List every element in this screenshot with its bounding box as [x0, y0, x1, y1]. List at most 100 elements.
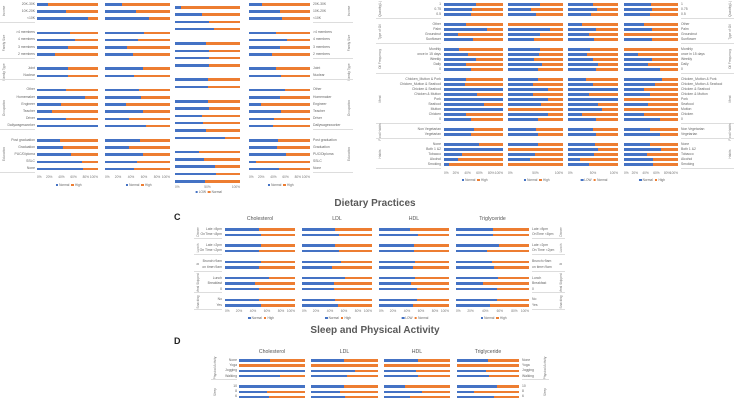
- bar-high: [466, 78, 503, 81]
- bar-high: [593, 58, 618, 61]
- bar-high: [81, 160, 98, 164]
- row-label: Weekly: [429, 56, 441, 61]
- axis-tick-label: 80%: [153, 175, 161, 179]
- bar-normal: [568, 33, 589, 36]
- bar-high: [417, 359, 450, 362]
- bar-normal: [249, 117, 274, 121]
- group-separator: [313, 79, 353, 80]
- bar-high: [129, 146, 170, 149]
- bar-high: [593, 128, 618, 131]
- row-label: 0.75: [434, 6, 441, 11]
- bar-high: [415, 260, 449, 264]
- row-label: 2 members: [18, 51, 35, 56]
- bar-normal: [624, 113, 644, 116]
- bar-high: [462, 153, 503, 156]
- bar-normal: [624, 133, 661, 136]
- bar-normal: [624, 93, 650, 96]
- row-label: 0.5: [436, 11, 441, 16]
- bar-normal: [568, 3, 593, 6]
- row-label: Driver: [313, 116, 323, 121]
- bar-normal: [444, 13, 472, 16]
- bar-high: [477, 93, 503, 96]
- bar-normal: [624, 163, 653, 166]
- bar-high: [205, 42, 240, 45]
- bar-normal: [37, 46, 69, 49]
- bar-high: [497, 276, 529, 280]
- bar-high: [494, 395, 519, 399]
- legend: Normal High: [53, 183, 82, 187]
- bar-normal: [225, 249, 260, 253]
- group-separator: [194, 292, 222, 293]
- bar-high: [339, 249, 372, 253]
- bar-high: [417, 233, 449, 237]
- bar-high: [207, 78, 240, 81]
- bar-normal: [444, 78, 467, 81]
- bar-normal: [249, 124, 274, 128]
- bar-normal: [444, 93, 478, 96]
- bar-normal: [457, 369, 487, 373]
- row-label: Walking: [522, 373, 534, 378]
- bar-high: [582, 23, 618, 26]
- legend: Normal High: [478, 316, 507, 320]
- bar-normal: [508, 143, 539, 146]
- bar-normal: [249, 53, 273, 56]
- bar-normal: [508, 63, 543, 66]
- bar-high: [68, 46, 98, 49]
- legend: LOW Normal: [400, 316, 428, 320]
- row-label: Late >8pm: [205, 226, 222, 231]
- row-label: Non Vegetarian: [681, 126, 705, 131]
- legend-label: Normal: [59, 183, 70, 187]
- bar-normal: [444, 63, 467, 66]
- bar-high: [595, 68, 618, 71]
- bar-high: [143, 67, 170, 70]
- axis-tick-label: 20%: [389, 309, 397, 313]
- bar-normal: [568, 8, 597, 11]
- bar-high: [530, 8, 563, 11]
- axis-tick-label: 100%: [669, 171, 678, 175]
- bar-high: [597, 63, 618, 66]
- bar-high: [651, 8, 678, 11]
- bar-normal: [444, 33, 458, 36]
- bar-high: [281, 74, 310, 78]
- row-label: Lunch: [212, 275, 222, 280]
- bar-normal: [444, 143, 479, 146]
- group-separator: [194, 270, 222, 272]
- bar-high: [588, 93, 618, 96]
- bar-normal: [384, 359, 418, 362]
- bar-high: [638, 53, 678, 56]
- row-label: 0: [439, 116, 441, 121]
- bar-high: [258, 298, 295, 302]
- axis-tick-label: 20%: [452, 171, 459, 175]
- bar-high: [542, 63, 563, 66]
- bar-normal: [302, 249, 340, 253]
- row-label: Engineer: [21, 101, 35, 106]
- bar-normal: [568, 153, 594, 156]
- bar-normal: [175, 100, 208, 103]
- row-label: PUC/Diploma: [14, 152, 35, 156]
- row-label: Mutton: [430, 106, 441, 111]
- group-separator: [376, 17, 441, 18]
- axis-tick-label: 100%: [520, 309, 529, 313]
- bar-high: [261, 233, 295, 237]
- bar-normal: [302, 282, 334, 285]
- bar-normal: [225, 266, 259, 269]
- row-label: Chicken & Seafood: [681, 86, 711, 91]
- bar-high: [533, 38, 563, 41]
- bar-high: [134, 167, 170, 171]
- bar-high: [343, 385, 378, 388]
- bar-high: [647, 103, 678, 106]
- bar-normal: [456, 249, 488, 253]
- bar-high: [540, 33, 563, 36]
- bar-normal: [105, 124, 146, 128]
- bar-high: [538, 143, 563, 146]
- bar-high: [209, 20, 240, 24]
- axis-tick-label: 80%: [663, 171, 671, 175]
- bar-high: [589, 48, 618, 51]
- legend-swatch: [461, 178, 465, 182]
- bar-high: [334, 228, 372, 231]
- bar-high: [470, 68, 503, 71]
- row-label: 1: [681, 1, 683, 6]
- legend-label: Normal: [465, 178, 476, 182]
- bar-high: [280, 46, 310, 49]
- bar-normal: [379, 304, 413, 307]
